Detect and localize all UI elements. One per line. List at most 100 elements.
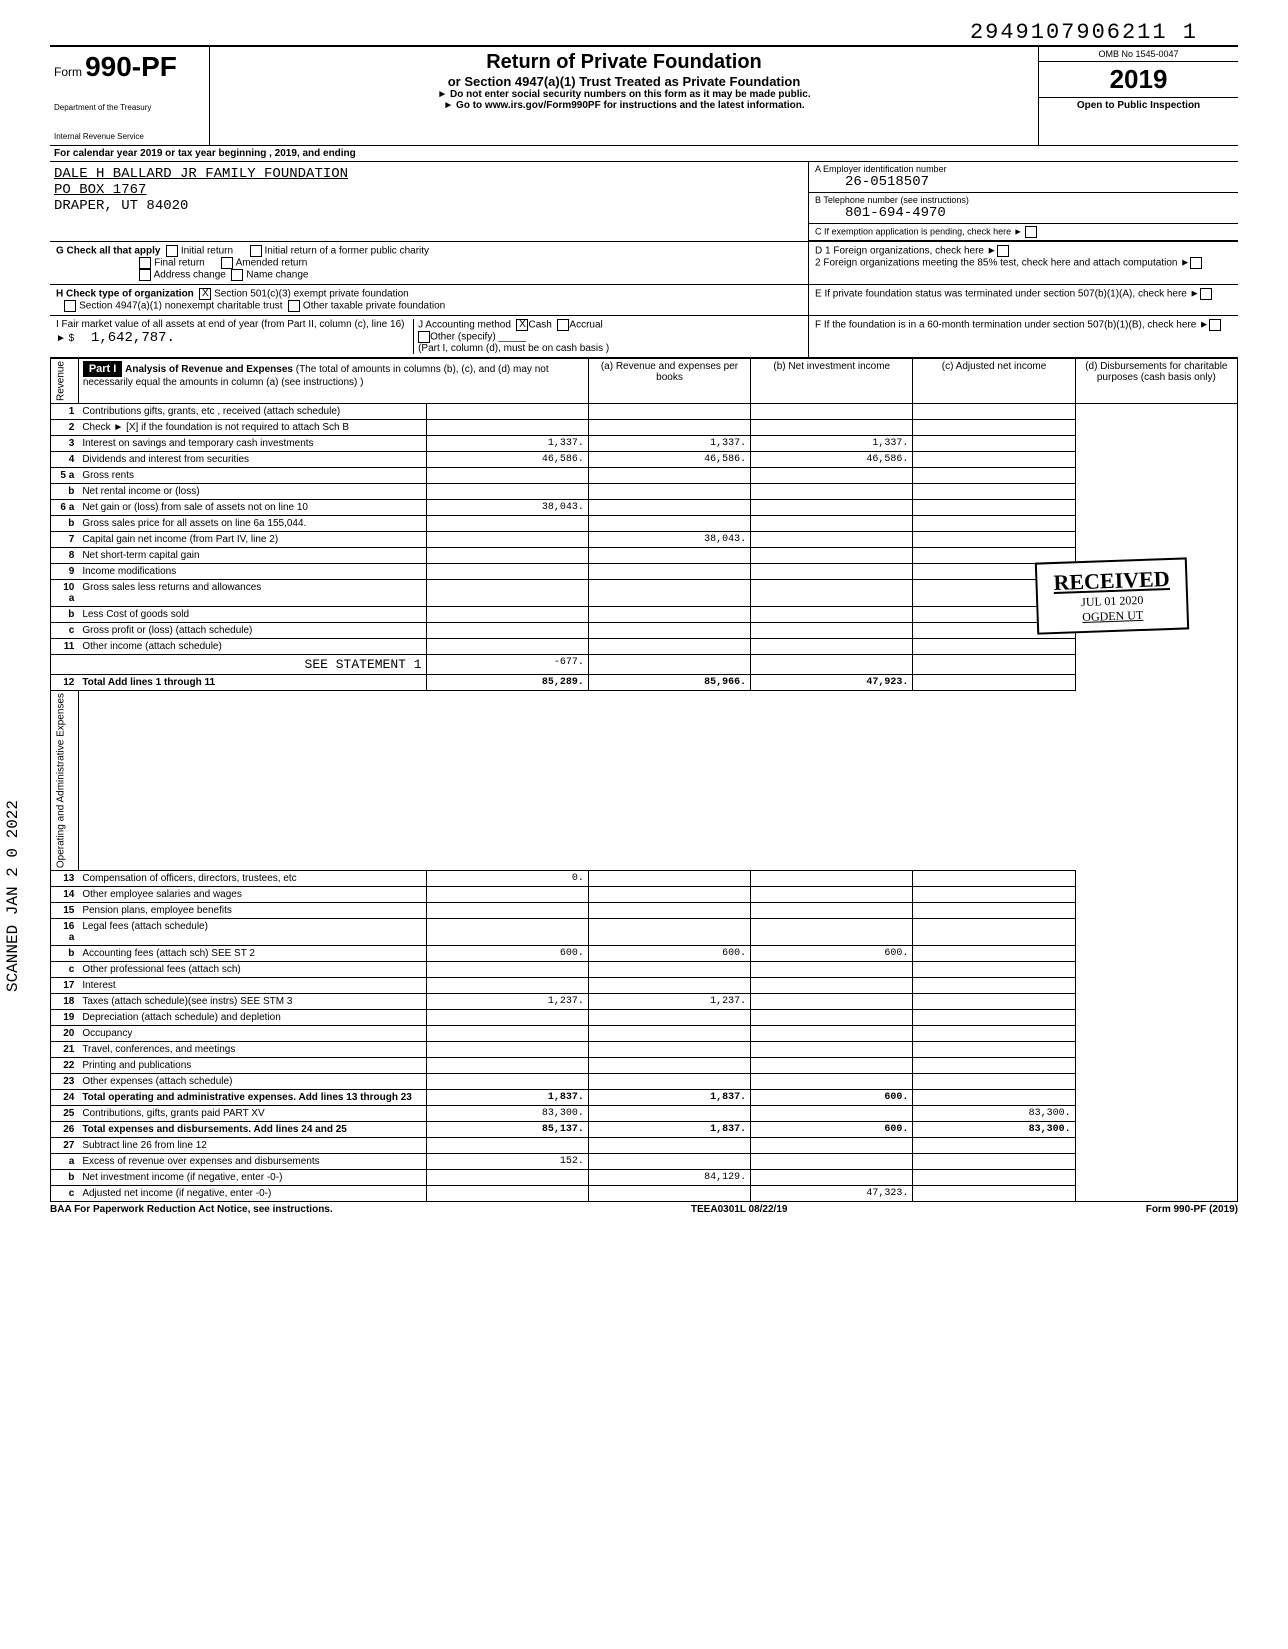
j-accrual-checkbox[interactable] — [557, 319, 569, 331]
line-num: 24 — [51, 1090, 79, 1106]
j-cash: Cash — [528, 320, 551, 331]
g-initial-checkbox[interactable] — [166, 245, 178, 257]
col-c-val — [751, 484, 913, 500]
j-other-checkbox[interactable] — [418, 331, 430, 343]
col-a-val — [426, 623, 588, 639]
col-b-val: 85,966. — [588, 675, 750, 691]
col-d-val — [913, 1074, 1075, 1090]
col-d-val — [913, 500, 1075, 516]
table-row: 3Interest on savings and temporary cash … — [51, 436, 1238, 452]
line-desc: Accounting fees (attach sch) SEE ST 2 — [78, 946, 426, 962]
line-desc: Travel, conferences, and meetings — [78, 1042, 426, 1058]
col-b-val — [588, 655, 750, 675]
table-row: 16 aLegal fees (attach schedule) — [51, 919, 1238, 946]
col-a-val — [426, 484, 588, 500]
col-c-val — [751, 516, 913, 532]
line-num: 6 a — [51, 500, 79, 516]
col-a-val — [426, 1138, 588, 1154]
line-num: 3 — [51, 436, 79, 452]
col-c-val — [751, 1138, 913, 1154]
col-d-val — [913, 1154, 1075, 1170]
g-initial-former-checkbox[interactable] — [250, 245, 262, 257]
f-checkbox[interactable] — [1209, 319, 1221, 331]
name-section: DALE H BALLARD JR FAMILY FOUNDATION PO B… — [50, 162, 1238, 242]
box-d: D 1 Foreign organizations, check here ► … — [808, 242, 1238, 284]
col-d-val — [913, 919, 1075, 946]
line-desc: SEE STATEMENT 1 — [78, 655, 426, 675]
col-d-val — [913, 532, 1075, 548]
g-address-checkbox[interactable] — [139, 269, 151, 281]
g-name-checkbox[interactable] — [231, 269, 243, 281]
revenue-side-label: Revenue — [51, 359, 79, 404]
table-row: cAdjusted net income (if negative, enter… — [51, 1186, 1238, 1202]
j-cash-checkbox[interactable]: X — [516, 319, 528, 331]
box-c-checkbox[interactable] — [1025, 226, 1037, 238]
line-desc: Other income (attach schedule) — [78, 639, 426, 655]
col-c-val — [751, 962, 913, 978]
col-d-val — [913, 903, 1075, 919]
g-final-checkbox[interactable] — [139, 257, 151, 269]
line-num: a — [51, 1154, 79, 1170]
line-desc: Capital gain net income (from Part IV, l… — [78, 532, 426, 548]
col-b-val — [588, 564, 750, 580]
line-desc: Total operating and administrative expen… — [78, 1090, 426, 1106]
line-desc: Net short-term capital gain — [78, 548, 426, 564]
received-title: RECEIVED — [1053, 566, 1170, 596]
h-4947: Section 4947(a)(1) nonexempt charitable … — [79, 301, 282, 312]
col-c-val — [751, 500, 913, 516]
h-4947-checkbox[interactable] — [64, 300, 76, 312]
col-c-header: (c) Adjusted net income — [913, 359, 1075, 404]
part1-header: Part I — [83, 361, 123, 377]
scanned-stamp: SCANNED JAN 2 0 2022 — [4, 800, 22, 992]
col-c-val — [751, 1106, 913, 1122]
col-b-val — [588, 1186, 750, 1202]
line-desc: Net investment income (if negative, ente… — [78, 1170, 426, 1186]
line-j: J Accounting method XCash Accrual Other … — [414, 319, 802, 354]
col-b-val — [588, 871, 750, 887]
line-desc: Adjusted net income (if negative, enter … — [78, 1186, 426, 1202]
col-d-val — [913, 420, 1075, 436]
e-checkbox[interactable] — [1200, 288, 1212, 300]
table-row: 13Compensation of officers, directors, t… — [51, 871, 1238, 887]
expenses-side-row: Operating and Administrative Expenses — [51, 691, 1238, 871]
col-c-val — [751, 532, 913, 548]
col-b-val — [588, 1106, 750, 1122]
col-d-val — [913, 675, 1075, 691]
h-other-checkbox[interactable] — [288, 300, 300, 312]
year: 2019 — [1039, 62, 1238, 98]
col-d-val — [913, 946, 1075, 962]
table-row: 22Printing and publications — [51, 1058, 1238, 1074]
col-d-val — [913, 655, 1075, 675]
col-b-val — [588, 639, 750, 655]
col-b-val — [588, 1074, 750, 1090]
line-desc: Gross profit or (loss) (attach schedule) — [78, 623, 426, 639]
box-c-label: C If exemption application is pending, c… — [815, 226, 1023, 236]
footer-left: BAA For Paperwork Reduction Act Notice, … — [50, 1204, 333, 1215]
col-d-header: (d) Disbursements for charitable purpose… — [1075, 359, 1237, 404]
col-d-val — [913, 404, 1075, 420]
line-desc: Check ► [X] if the foundation is not req… — [78, 420, 426, 436]
col-a-val — [426, 548, 588, 564]
d2-checkbox[interactable] — [1190, 257, 1202, 269]
col-d-val — [913, 994, 1075, 1010]
f-label: F If the foundation is in a 60-month ter… — [815, 320, 1196, 331]
h-501c3-checkbox[interactable]: X — [199, 288, 211, 300]
col-c-val — [751, 887, 913, 903]
table-row: 25Contributions, gifts, grants paid PART… — [51, 1106, 1238, 1122]
col-b-val — [588, 516, 750, 532]
col-c-val — [751, 468, 913, 484]
table-row: 6 aNet gain or (loss) from sale of asset… — [51, 500, 1238, 516]
omb-cell: OMB No 1545-0047 2019 Open to Public Ins… — [1038, 47, 1238, 145]
line-desc: Dividends and interest from securities — [78, 452, 426, 468]
line-num: b — [51, 946, 79, 962]
d1-checkbox[interactable] — [997, 245, 1009, 257]
col-a-val — [426, 962, 588, 978]
g-amended-checkbox[interactable] — [221, 257, 233, 269]
col-b-val — [588, 580, 750, 607]
dept-treasury: Department of the Treasury — [54, 103, 205, 112]
line-num — [51, 655, 79, 675]
line-num: 14 — [51, 887, 79, 903]
col-c-val — [751, 548, 913, 564]
line-num: 15 — [51, 903, 79, 919]
expenses-side-label: Operating and Administrative Expenses — [51, 691, 79, 871]
